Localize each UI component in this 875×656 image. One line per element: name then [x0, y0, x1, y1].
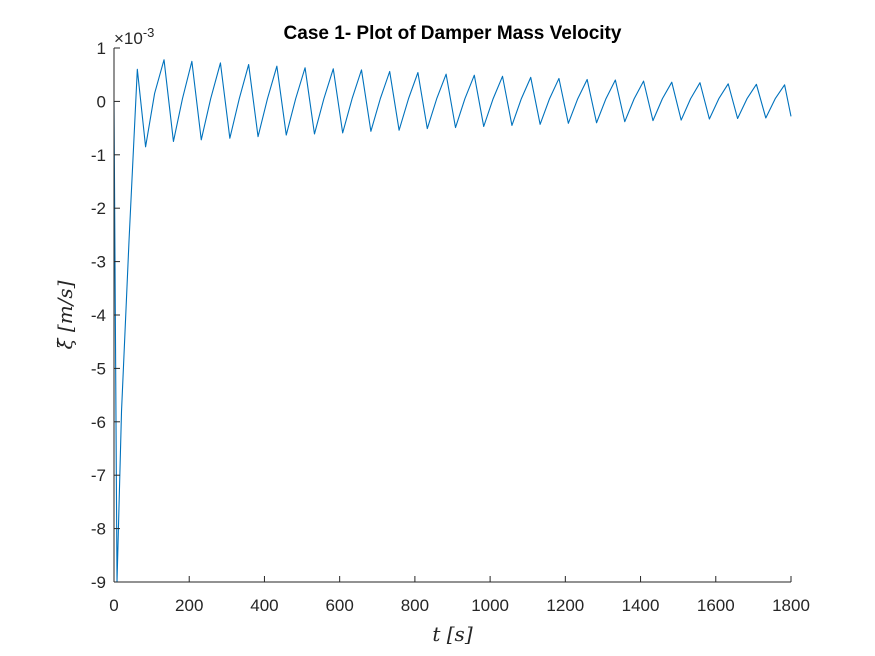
series-line-1 — [113, 59, 792, 583]
series-layer — [113, 59, 792, 583]
x-tick-label: 400 — [250, 596, 278, 615]
x-tick-label: 200 — [175, 596, 203, 615]
x-axis-label: t [s] — [432, 622, 472, 646]
x-tick-label: 0 — [109, 596, 118, 615]
x-tick-label: 800 — [401, 596, 429, 615]
y-axis-exponent: ×10-3 — [114, 25, 154, 48]
y-tick-label: -6 — [91, 413, 106, 432]
y-tick-label: 1 — [97, 39, 106, 58]
y-tick-label: -2 — [91, 199, 106, 218]
y-tick-label: -4 — [91, 306, 106, 325]
x-tick-label: 1200 — [546, 596, 584, 615]
y-tick-label: -3 — [91, 253, 106, 272]
y-tick-label: -5 — [91, 359, 106, 378]
y-tick-label: -9 — [91, 573, 106, 592]
y-tick-label: -7 — [91, 466, 106, 485]
y-ticks: 1 0 -1 -2 -3 -4 -5 -6 -7 -8 -9 — [91, 39, 120, 592]
x-tick-label: 1800 — [772, 596, 810, 615]
x-tick-label: 1000 — [471, 596, 509, 615]
x-ticks: 0 200 400 600 800 1000 1200 1400 1600 1800 — [109, 576, 810, 615]
y-exponent-power: -3 — [143, 25, 155, 40]
chart-title: Case 1- Plot of Damper Mass Velocity — [284, 23, 622, 44]
y-tick-label: -1 — [91, 146, 106, 165]
y-exponent-base: ×10 — [114, 29, 143, 48]
y-tick-label: 0 — [97, 92, 106, 111]
x-tick-label: 1400 — [622, 596, 660, 615]
x-tick-label: 600 — [325, 596, 353, 615]
y-tick-label: -8 — [91, 520, 106, 539]
plot-area — [114, 48, 791, 582]
y-axis-label: ξ̇ [m/s] — [53, 280, 77, 349]
x-tick-label: 1600 — [697, 596, 735, 615]
